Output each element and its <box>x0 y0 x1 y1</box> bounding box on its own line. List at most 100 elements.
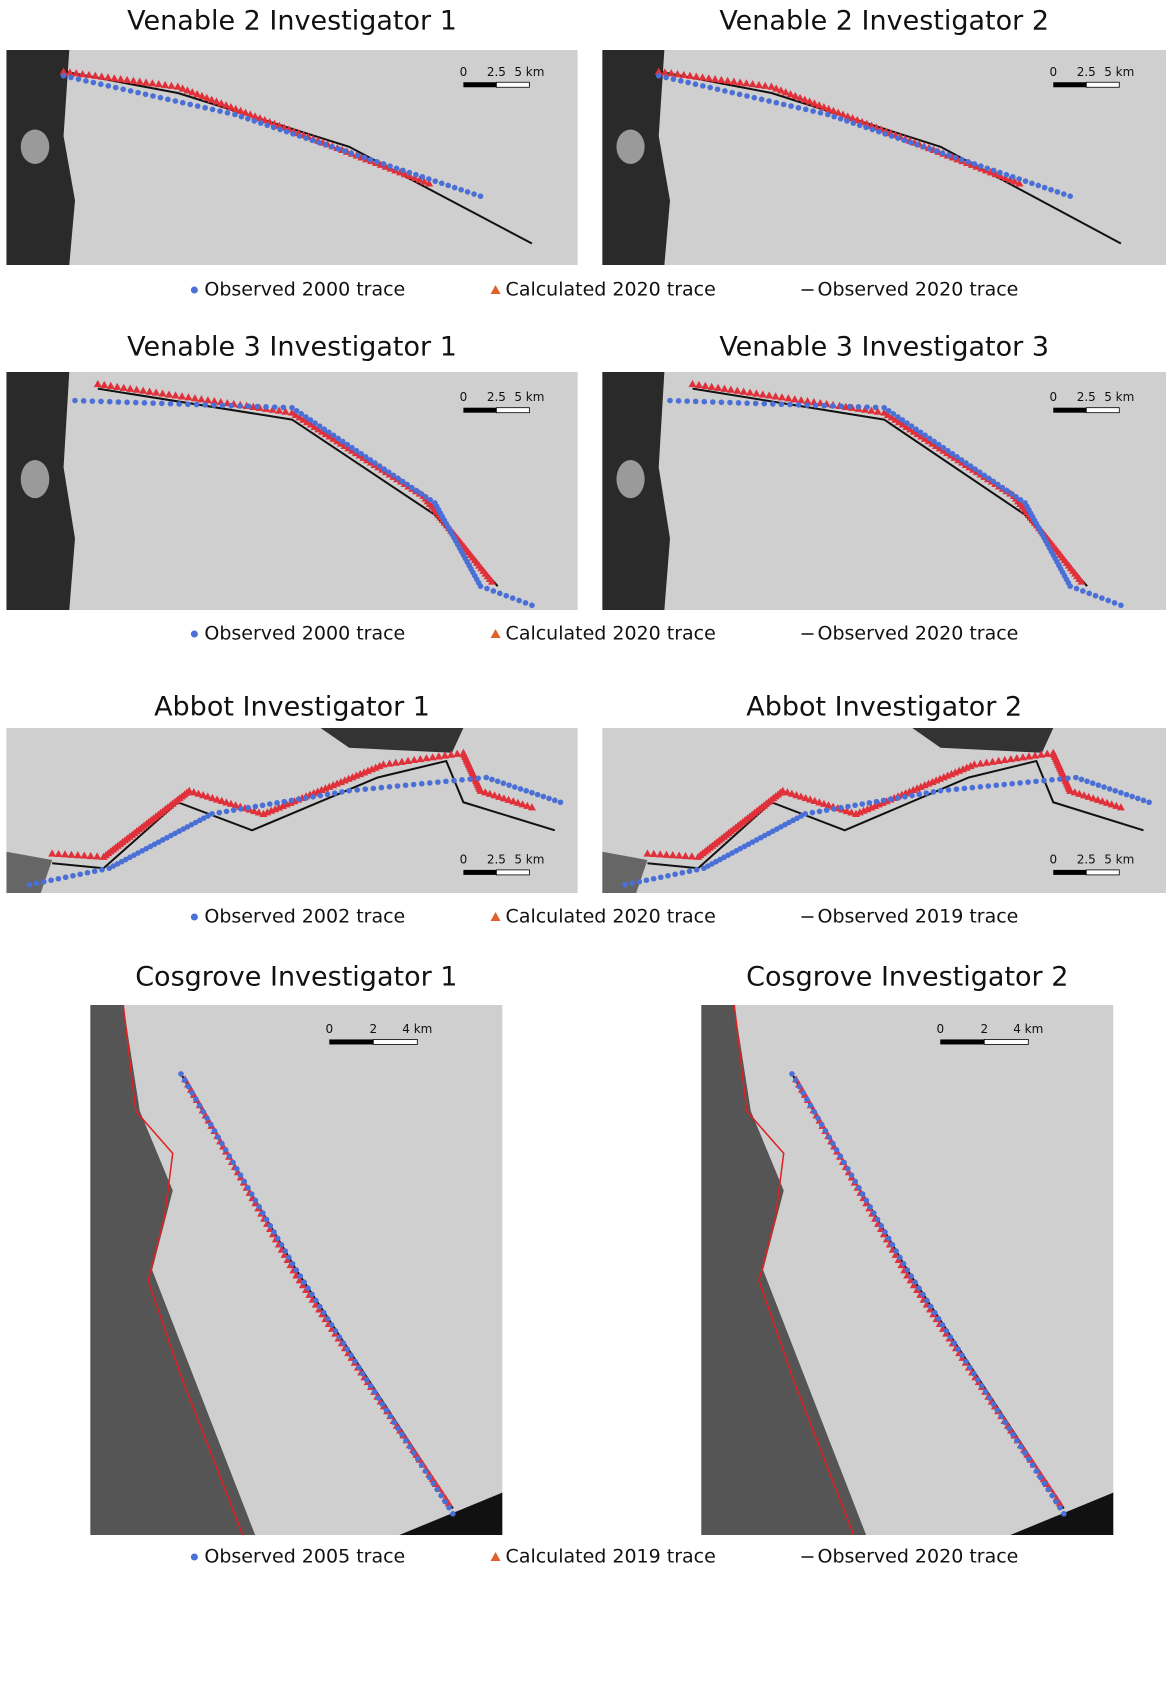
observed-old-trace-point <box>1023 178 1029 184</box>
observed-old-trace-point <box>1018 497 1024 503</box>
observed-old-trace-point <box>897 1255 903 1261</box>
legend-label: Calculated 2020 trace <box>506 623 716 645</box>
observed-old-trace-point <box>938 788 944 794</box>
observed-old-trace-point <box>452 185 458 191</box>
observed-old-trace-point <box>1013 494 1019 500</box>
observed-old-trace-point <box>232 112 238 118</box>
observed-old-trace-point <box>395 1426 401 1432</box>
observed-old-trace-point <box>817 809 823 815</box>
scale-label: 2 <box>369 1022 377 1036</box>
observed-old-trace-point <box>387 1413 393 1419</box>
observed-old-trace-point <box>1000 485 1006 491</box>
observed-old-trace-point <box>309 1292 315 1298</box>
observed-old-trace-point <box>970 785 976 791</box>
observed-old-trace-point <box>419 781 425 787</box>
observed-old-trace-point <box>874 799 880 805</box>
observed-old-trace-point <box>395 476 401 482</box>
observed-old-trace-point <box>335 436 341 442</box>
observed-old-trace-point <box>945 448 951 454</box>
observed-old-trace-point <box>1004 488 1010 494</box>
observed-old-trace-point <box>1053 1499 1059 1505</box>
observed-old-trace-point <box>1124 792 1130 798</box>
observed-old-trace-point <box>1057 776 1063 782</box>
observed-old-trace-point <box>986 476 992 482</box>
scale-bar-black <box>1053 408 1086 413</box>
observed-old-trace-point <box>329 1322 335 1328</box>
observed-old-trace-point <box>301 1279 307 1285</box>
observed-old-trace-point <box>744 93 750 99</box>
observed-old-trace-point <box>290 1261 296 1267</box>
observed-old-trace-point <box>959 457 965 463</box>
observed-old-trace-point <box>788 103 794 109</box>
observed-old-trace-point <box>202 105 208 111</box>
observed-old-trace-point <box>1038 1474 1044 1480</box>
panel-title: Venable 2 Investigator 1 <box>127 6 457 37</box>
observed-old-trace-point <box>316 140 322 146</box>
observed-old-trace-point <box>904 420 910 426</box>
observed-old-trace-point <box>239 114 245 120</box>
observed-old-trace-point <box>975 1377 981 1383</box>
observed-old-trace-point <box>658 874 664 880</box>
observed-old-trace-point <box>356 1365 362 1371</box>
observed-old-trace-point <box>271 125 277 131</box>
observed-old-trace-point <box>1067 193 1073 199</box>
observed-old-trace-point <box>936 1316 942 1322</box>
observed-old-trace-point <box>902 794 908 800</box>
observed-old-trace-point <box>178 1071 184 1077</box>
observed-old-trace-point <box>124 399 130 405</box>
legend-triangle <box>491 1552 501 1561</box>
observed-old-trace-point <box>107 399 113 405</box>
observed-old-trace-point <box>815 1115 821 1121</box>
observed-old-trace-point <box>489 777 495 783</box>
observed-old-trace-point <box>1055 189 1061 195</box>
observed-old-trace-point <box>909 793 915 799</box>
observed-old-trace-point <box>902 138 908 144</box>
observed-old-trace-point <box>427 1474 433 1480</box>
observed-old-trace-point <box>446 1505 452 1511</box>
observed-old-trace-point <box>914 142 920 148</box>
observed-old-trace-point <box>272 404 278 410</box>
observed-old-trace-point <box>253 1198 259 1204</box>
observed-old-trace-point <box>238 806 244 812</box>
observed-old-trace-point <box>751 95 757 101</box>
observed-old-trace-point <box>471 191 477 197</box>
observed-old-trace-point <box>867 800 873 806</box>
observed-old-trace-point <box>1061 1511 1067 1517</box>
observed-old-trace-point <box>912 1279 918 1285</box>
observed-old-trace-point <box>873 405 879 411</box>
scale-bar-white <box>496 870 529 875</box>
observed-old-trace-point <box>331 433 337 439</box>
observed-old-trace-point <box>802 811 808 817</box>
scale-label: 4 km <box>402 1022 432 1036</box>
observed-old-trace-point <box>371 786 377 792</box>
observed-old-trace-point <box>981 472 987 478</box>
observed-old-trace-point <box>629 880 635 886</box>
observed-old-trace-point <box>770 401 776 407</box>
observed-old-trace-point <box>294 408 300 414</box>
observed-old-trace-point <box>1033 779 1039 785</box>
observed-old-trace-point <box>971 1371 977 1377</box>
observed-old-trace-point <box>168 401 174 407</box>
observed-old-trace-point <box>217 108 223 114</box>
observed-old-trace-point <box>984 165 990 171</box>
observed-old-trace-point <box>282 1248 288 1254</box>
observed-old-trace-point <box>354 448 360 454</box>
observed-old-trace-point <box>310 138 316 144</box>
observed-old-trace-point <box>414 488 420 494</box>
observed-old-trace-point <box>901 1261 907 1267</box>
observed-old-trace-point <box>386 469 392 475</box>
observed-old-trace-point <box>1001 782 1007 788</box>
legend-label: Observed 2005 trace <box>204 1546 405 1568</box>
observed-old-trace-point <box>1093 593 1099 599</box>
observed-old-trace-point <box>286 1255 292 1261</box>
observed-old-trace-point <box>395 783 401 789</box>
observed-old-trace-point <box>317 793 323 799</box>
observed-old-trace-point <box>665 873 671 879</box>
observed-old-trace-point <box>849 1172 855 1178</box>
observed-old-trace-point <box>824 807 830 813</box>
scale-bar-white <box>1086 408 1119 413</box>
observed-old-trace-point <box>1041 1481 1047 1487</box>
observed-old-trace-point <box>159 401 165 407</box>
observed-old-trace-point <box>467 776 473 782</box>
observed-old-trace-point <box>523 600 529 606</box>
